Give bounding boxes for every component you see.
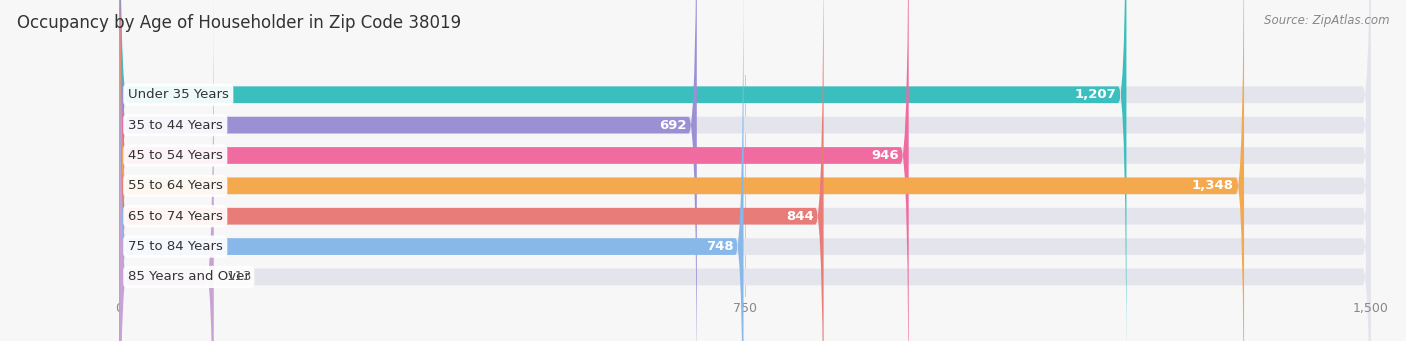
- Text: 748: 748: [706, 240, 734, 253]
- FancyBboxPatch shape: [120, 0, 908, 341]
- Text: 75 to 84 Years: 75 to 84 Years: [128, 240, 222, 253]
- Text: 1,348: 1,348: [1192, 179, 1234, 192]
- FancyBboxPatch shape: [120, 0, 1371, 341]
- FancyBboxPatch shape: [120, 0, 1371, 341]
- Text: 1,207: 1,207: [1074, 88, 1116, 101]
- Text: 45 to 54 Years: 45 to 54 Years: [128, 149, 222, 162]
- Text: Occupancy by Age of Householder in Zip Code 38019: Occupancy by Age of Householder in Zip C…: [17, 14, 461, 32]
- Text: 65 to 74 Years: 65 to 74 Years: [128, 210, 222, 223]
- FancyBboxPatch shape: [120, 0, 1371, 341]
- Text: 85 Years and Over: 85 Years and Over: [128, 270, 250, 283]
- Text: 55 to 64 Years: 55 to 64 Years: [128, 179, 222, 192]
- Text: Under 35 Years: Under 35 Years: [128, 88, 229, 101]
- Text: 692: 692: [659, 119, 686, 132]
- Text: 35 to 44 Years: 35 to 44 Years: [128, 119, 222, 132]
- FancyBboxPatch shape: [120, 0, 1126, 341]
- Text: Source: ZipAtlas.com: Source: ZipAtlas.com: [1264, 14, 1389, 27]
- FancyBboxPatch shape: [120, 0, 214, 341]
- FancyBboxPatch shape: [120, 0, 824, 341]
- Text: 113: 113: [226, 270, 252, 283]
- FancyBboxPatch shape: [120, 0, 1371, 341]
- FancyBboxPatch shape: [120, 0, 697, 341]
- FancyBboxPatch shape: [120, 0, 1371, 341]
- FancyBboxPatch shape: [120, 0, 1244, 341]
- Text: 844: 844: [786, 210, 814, 223]
- FancyBboxPatch shape: [120, 0, 744, 341]
- FancyBboxPatch shape: [120, 0, 1371, 341]
- Text: 946: 946: [872, 149, 898, 162]
- FancyBboxPatch shape: [120, 0, 1371, 341]
